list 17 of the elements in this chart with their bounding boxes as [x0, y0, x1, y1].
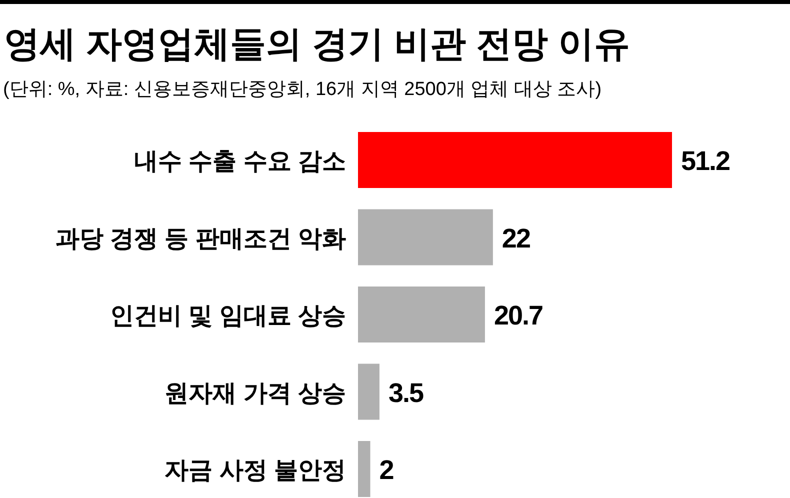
y-tick-label: 인건비 및 임대료 상승	[110, 302, 346, 330]
data-label: 51.2	[681, 146, 730, 176]
chart-title: 영세 자영업체들의 경기 비관 전망 이유	[4, 23, 630, 64]
bar	[358, 132, 672, 188]
data-label: 22	[502, 223, 530, 254]
data-label: 20.7	[494, 300, 543, 330]
data-label: 3.5	[388, 378, 424, 408]
chart-subtitle: (단위: %, 자료: 신용보증재단중앙회, 16개 지역 2500개 업체 대상 조사)	[3, 79, 602, 100]
data-label: 2	[379, 455, 394, 485]
y-tick-label: 과당 경쟁 등 판매조건 악화	[55, 225, 346, 252]
bar	[358, 209, 493, 266]
bar	[358, 441, 370, 497]
y-tick-label: 내수 수출 수요 감소	[134, 148, 346, 175]
bar	[358, 286, 485, 342]
y-tick-label: 자금 사정 불안정	[164, 457, 346, 484]
y-tick-label: 원자재 가격 상승	[164, 380, 346, 407]
bar	[358, 364, 380, 420]
